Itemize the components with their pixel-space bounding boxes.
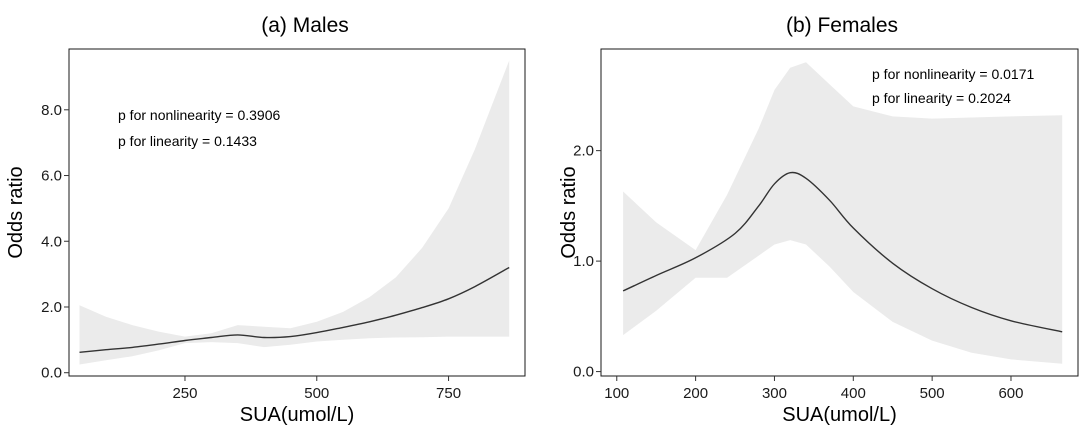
p-value-annotation-females: p for nonlinearity = 0.0171 <box>872 66 1034 82</box>
plot-frame-males <box>68 48 526 377</box>
y-tick-label-females: 0.0 <box>573 364 594 381</box>
p-value-annotation-males: p for linearity = 0.1433 <box>118 133 257 149</box>
x-tick-label-males: 500 <box>304 385 329 402</box>
y-axis-label-males: Odds ratio <box>5 166 27 258</box>
x-tick-label-females: 200 <box>683 385 708 402</box>
x-tick-label-females: 500 <box>920 385 945 402</box>
chart-title-males: (a) Males <box>261 14 349 37</box>
odds-ratio-line-females <box>622 171 1063 333</box>
x-tick-label-females: 300 <box>762 385 787 402</box>
y-tick-label-females: 1.0 <box>573 253 594 270</box>
p-value-annotation-males: p for nonlinearity = 0.3906 <box>118 107 280 123</box>
x-tick-label-males: 250 <box>172 385 197 402</box>
y-tick-label-females: 2.0 <box>573 143 594 160</box>
p-value-annotation-females: p for linearity = 0.2024 <box>872 90 1011 106</box>
y-tick-label-males: 2.0 <box>41 299 62 316</box>
odds-ratio-line-males <box>79 266 510 353</box>
x-tick-label-females: 400 <box>841 385 866 402</box>
confidence-band-females <box>623 62 1063 364</box>
chart-title-females: (b) Females <box>786 14 898 37</box>
x-tick-label-females: 100 <box>604 385 629 402</box>
x-axis-label-females: SUA(umol/L) <box>782 404 896 426</box>
panel-females: 100 200 300 400 500 600 0.0 1.0 2.0 (b) Females SU… <box>558 14 1079 426</box>
y-tick-label-males: 0.0 <box>41 365 62 382</box>
x-tick-label-males: 750 <box>436 385 461 402</box>
confidence-band-males <box>79 60 510 365</box>
y-tick-label-males: 6.0 <box>41 168 62 185</box>
plot-frame-females <box>600 48 1079 377</box>
panel-males: 250 500 750 0.0 2.0 4.0 6.0 8.0 (a) Males SUA(umo… <box>5 14 526 426</box>
x-axis-label-males: SUA(umol/L) <box>240 404 354 426</box>
y-tick-label-males: 8.0 <box>41 102 62 119</box>
y-tick-label-males: 4.0 <box>41 233 62 250</box>
x-tick-label-females: 600 <box>998 385 1023 402</box>
y-axis-label-females: Odds ratio <box>558 166 580 258</box>
